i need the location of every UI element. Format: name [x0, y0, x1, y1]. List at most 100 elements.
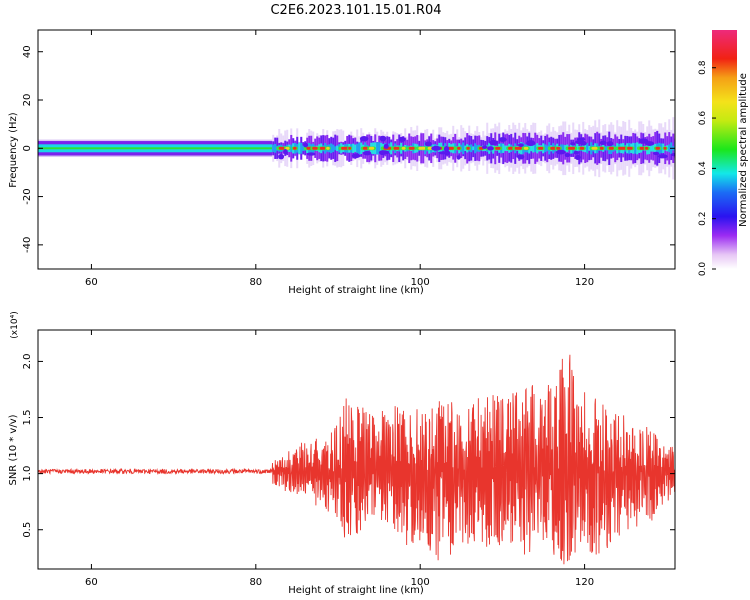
snr-x-label: Height of straight line (km)	[288, 585, 424, 596]
noise-mid	[298, 142, 301, 154]
noise-blob	[670, 152, 675, 157]
noise-blob	[489, 139, 498, 146]
spectrogram-y-label: Frequency (Hz)	[8, 112, 19, 188]
colorbar-tick-label: 0.2	[698, 212, 708, 226]
x-tick-label: 120	[575, 577, 594, 588]
y-tick-label: -20	[22, 188, 33, 204]
noise-core	[663, 146, 667, 150]
colorbar-tick-label: 0.8	[698, 60, 708, 75]
colorbar-bar	[712, 30, 737, 269]
spectrogram-y-ticks: -40 -20 0 20 40	[22, 45, 675, 253]
noise-blob	[362, 150, 372, 156]
figure-title: C2E6.2023.101.15.01.R04	[270, 3, 441, 18]
noise-mid	[290, 144, 293, 153]
noise-core	[393, 146, 400, 150]
noise-core	[495, 146, 501, 150]
snr-y-label: SNR (10 * v/v)	[8, 414, 19, 485]
noise-core	[418, 146, 426, 150]
noise-blob	[575, 154, 581, 161]
noise-core	[319, 146, 326, 150]
noise-core	[457, 146, 461, 150]
noise-mid	[634, 142, 637, 154]
noise-mid	[462, 142, 465, 155]
y-tick-label: 1.0	[22, 466, 33, 482]
y-tick-label: 2.0	[22, 353, 33, 369]
noise-blob	[359, 135, 369, 142]
noise-mid	[546, 145, 549, 152]
noise-mid	[470, 144, 473, 153]
colorbar: 0.0 0.2 0.4 0.6 0.8 Normalized spectral ampl…	[698, 30, 749, 276]
noise-core	[408, 146, 415, 150]
noise-core	[368, 146, 375, 150]
noise-mid	[562, 144, 565, 153]
noise-mid	[532, 144, 535, 153]
noise-core	[466, 146, 470, 150]
noise-mid	[274, 143, 277, 153]
y-tick-label: 0.5	[22, 522, 33, 538]
snr-x-ticks: 60 80 100 120	[85, 330, 594, 588]
noise-mid	[652, 144, 655, 152]
noise-core	[312, 146, 318, 150]
noise-mid	[332, 144, 335, 152]
noise-core	[579, 146, 585, 150]
noise-blob	[378, 150, 387, 156]
noise-blob	[383, 143, 389, 149]
noise-blob	[456, 155, 461, 160]
snr-y-scale-label: (x10⁴)	[10, 311, 20, 338]
noise-blob	[306, 152, 316, 156]
noise-mid	[564, 145, 567, 152]
noise-core	[627, 146, 633, 150]
noise-blob	[431, 145, 441, 151]
noise-blob	[283, 149, 288, 155]
noise-core	[326, 146, 330, 150]
noise-core	[508, 146, 514, 150]
noise-mid	[588, 145, 591, 151]
noise-mid	[504, 145, 507, 152]
noise-blob	[443, 146, 450, 152]
y-tick-label: 40	[22, 45, 33, 58]
noise-core	[618, 146, 627, 150]
noise-mid	[354, 144, 357, 152]
snr-line	[38, 354, 675, 565]
noise-blob	[644, 141, 655, 146]
noise-blob	[652, 151, 660, 156]
snr-series	[38, 354, 675, 565]
noise-mid	[302, 145, 305, 152]
noise-core	[348, 146, 352, 150]
noise-core	[655, 146, 661, 150]
noise-mid	[272, 144, 275, 153]
noise-mid	[378, 142, 381, 155]
noise-blob	[517, 154, 525, 160]
y-tick-label: 20	[22, 94, 33, 107]
noise-core	[591, 146, 598, 150]
noise-core	[523, 146, 529, 150]
noise-core	[514, 146, 522, 150]
noise-mid	[502, 143, 505, 153]
noise-blob	[564, 152, 571, 158]
noise-mid	[330, 143, 333, 154]
noise-mid	[336, 145, 339, 152]
noise-blob	[481, 145, 488, 149]
y-tick-label: 0	[22, 145, 33, 151]
colorbar-label: Normalized spectral amplitude	[738, 73, 749, 227]
spectrogram-heat	[38, 117, 675, 180]
noise-blob	[580, 141, 587, 146]
noise-mid	[474, 143, 477, 154]
noise-mid	[544, 144, 547, 153]
snr-panel: 60 80 100 120 0.5 1.0 1.5 2.0 Height of straig…	[8, 311, 676, 596]
noise-blob	[657, 154, 668, 159]
x-tick-label: 60	[85, 577, 98, 588]
noise-blob	[498, 137, 507, 143]
noise-blob	[570, 142, 576, 146]
colorbar-ticks: 0.0 0.2 0.4 0.6 0.8	[698, 60, 716, 276]
noise-core	[567, 146, 576, 150]
noise-mid	[604, 146, 607, 151]
band-core	[38, 147, 273, 150]
x-tick-label: 80	[249, 277, 262, 288]
noise-mid	[668, 144, 671, 153]
noise-mid	[650, 145, 653, 152]
noise-blob	[351, 153, 361, 159]
noise-mid	[476, 145, 479, 152]
spectrogram-x-label: Height of straight line (km)	[288, 285, 424, 296]
